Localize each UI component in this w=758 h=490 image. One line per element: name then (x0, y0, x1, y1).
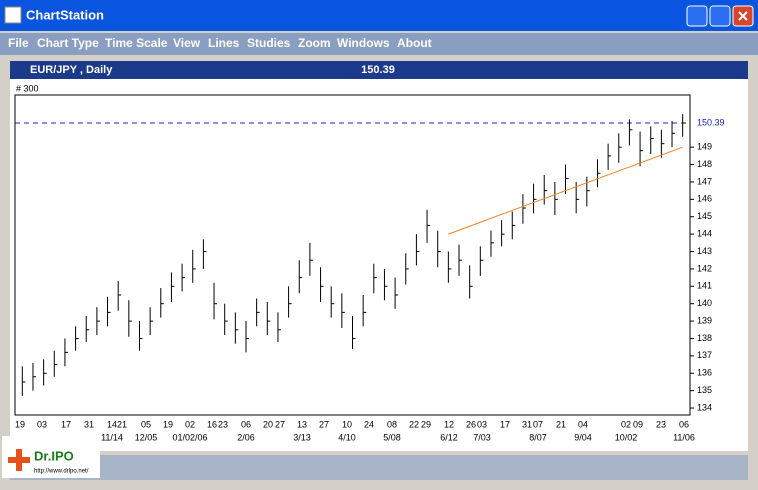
y-tick-label: 144 (697, 229, 712, 239)
x-tick-label-2: 01/02/06 (172, 432, 207, 442)
x-tick-label-2: 3/13 (293, 432, 311, 442)
y-tick-label: 143 (697, 246, 712, 256)
logo-url: http://www.drlpo.net/ (34, 469, 89, 475)
x-tick-label: 13 (297, 419, 307, 429)
minimize[interactable] (686, 5, 708, 27)
close-icon (738, 11, 748, 21)
y-tick-label: 136 (697, 368, 712, 378)
x-tick-label: 17 (500, 419, 510, 429)
x-tick-label: 09 (633, 419, 643, 429)
x-tick-label: 02 (185, 419, 195, 429)
status-area (10, 455, 748, 480)
y-tick-label: 149 (697, 142, 712, 152)
x-tick-label: 19 (15, 419, 25, 429)
y-tick-label: 140 (697, 298, 712, 308)
x-tick-label: 26 (466, 419, 476, 429)
y-tick-label: 139 (697, 315, 712, 325)
y-tick-label: 135 (697, 385, 712, 395)
x-tick-label-2: 11/06 (673, 432, 695, 442)
y-tick-label: 138 (697, 333, 712, 343)
x-tick-label: 19 (163, 419, 173, 429)
x-tick-label-2: 2/06 (237, 432, 255, 442)
menu-item[interactable]: Zoom (298, 36, 331, 50)
x-tick-label-2: 11/14 (101, 432, 123, 442)
menu-item[interactable]: Studies (247, 36, 291, 50)
menu-item[interactable]: File (8, 36, 29, 50)
x-tick-label: 29 (421, 419, 431, 429)
corner-label: # 300 (16, 83, 39, 93)
x-tick-label-2: 9/04 (574, 432, 592, 442)
menu-item[interactable]: Time Scale (105, 36, 168, 50)
logo-cross (8, 449, 30, 471)
x-tick-label: 21 (556, 419, 566, 429)
menu-item[interactable]: Lines (208, 36, 240, 50)
y-tick-label: 141 (697, 281, 712, 291)
x-tick-label: 22 (409, 419, 419, 429)
menu-item[interactable]: View (173, 36, 201, 50)
menu-item[interactable]: About (397, 36, 432, 50)
last-price-label: 150.39 (697, 117, 725, 127)
app-icon (4, 6, 22, 24)
maximize[interactable] (709, 5, 731, 27)
x-tick-label-2: 8/07 (529, 432, 547, 442)
last-price: 150.39 (361, 64, 395, 76)
x-tick-label: 17 (61, 419, 71, 429)
x-tick-label-2: 6/12 (440, 432, 458, 442)
x-tick-label: 10 (342, 419, 352, 429)
x-tick-label: 21 (117, 419, 127, 429)
chart-title: EUR/JPY , Daily (30, 64, 113, 76)
x-tick-label: 27 (275, 419, 285, 429)
x-tick-label: 20 (263, 419, 273, 429)
x-tick-label-2: 12/05 (135, 432, 158, 442)
x-tick-label: 04 (578, 419, 588, 429)
x-tick-label: 12 (444, 419, 454, 429)
x-tick-label-2: 7/03 (473, 432, 491, 442)
x-tick-label: 27 (319, 419, 329, 429)
x-tick-label: 03 (477, 419, 487, 429)
window-title: ChartStation (26, 7, 104, 22)
trendline (448, 146, 683, 235)
y-tick-label: 146 (697, 194, 712, 204)
y-tick-label: 147 (697, 176, 712, 186)
y-tick-label: 148 (697, 159, 712, 169)
logo-name: Dr.IPO (34, 448, 74, 463)
x-tick-label: 07 (533, 419, 543, 429)
x-tick-label: 08 (387, 419, 397, 429)
x-tick-label: 31 (84, 419, 94, 429)
plot-area (14, 94, 691, 416)
x-tick-label: 31 (522, 419, 532, 429)
title-bar (0, 0, 758, 31)
x-tick-label: 24 (364, 419, 374, 429)
x-tick-label-2: 4/10 (338, 432, 356, 442)
x-tick-label: 05 (141, 419, 151, 429)
x-tick-label: 03 (37, 419, 47, 429)
x-tick-label-2: 10/02 (615, 432, 638, 442)
menu-item[interactable]: Chart Type (37, 36, 99, 50)
x-tick-label: 14 (107, 419, 117, 429)
x-tick-label: 23 (656, 419, 666, 429)
chart-window-title (10, 61, 748, 79)
y-tick-label: 137 (697, 350, 712, 360)
y-tick-label: 134 (697, 402, 712, 412)
x-tick-label: 06 (241, 419, 251, 429)
x-tick-label: 02 (621, 419, 631, 429)
y-tick-label: 145 (697, 211, 712, 221)
y-tick-label: 142 (697, 263, 712, 273)
menu-bar (0, 33, 758, 55)
menu-item[interactable]: Windows (337, 36, 390, 50)
x-tick-label: 23 (218, 419, 228, 429)
x-tick-label-2: 5/08 (383, 432, 401, 442)
x-tick-label: 16 (207, 419, 217, 429)
x-tick-label: 06 (679, 419, 689, 429)
